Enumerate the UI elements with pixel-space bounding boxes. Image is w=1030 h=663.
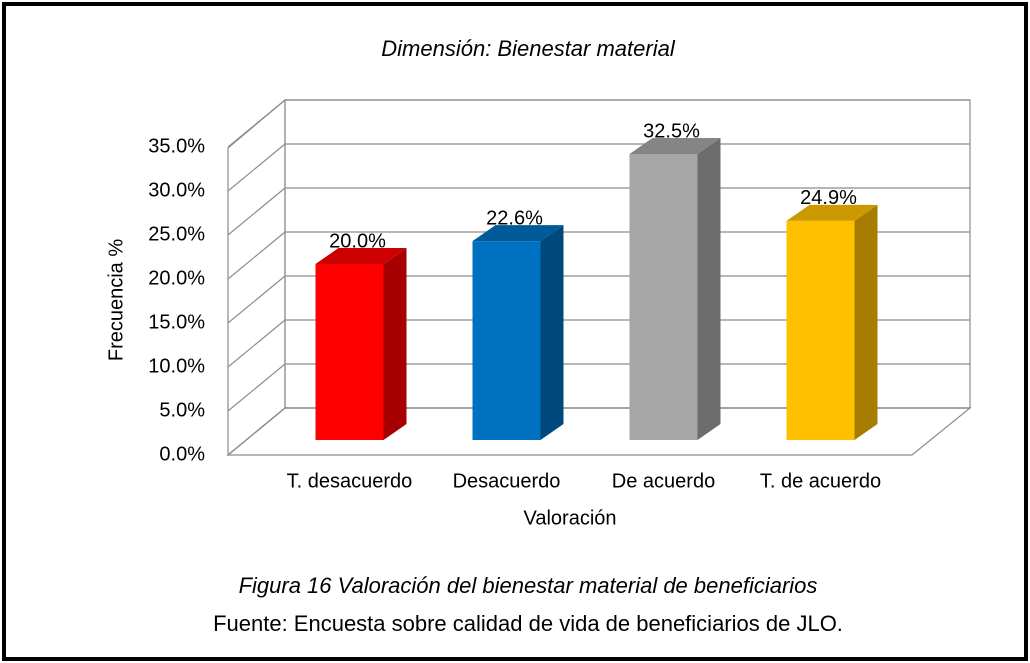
value-label: 22.6% — [486, 207, 543, 229]
source-note: Fuente: Encuesta sobre calidad de vida d… — [213, 611, 843, 636]
grid-line — [227, 99, 286, 148]
y-tick-label: 20.0% — [148, 267, 205, 289]
bar-top — [629, 138, 721, 154]
y-tick-label: 25.0% — [148, 223, 205, 245]
bar — [629, 154, 698, 440]
y-tick-label: 10.0% — [148, 355, 205, 377]
value-label: 24.9% — [800, 187, 857, 209]
bar-top — [472, 225, 564, 242]
x-tick-label: Desacuerdo — [453, 470, 561, 492]
y-tick-label: 5.0% — [159, 399, 205, 421]
bar — [472, 241, 541, 440]
y-tick-label: 0.0% — [159, 443, 205, 465]
y-tick-label: 35.0% — [148, 135, 205, 157]
grid-line — [227, 363, 286, 412]
value-label: 20.0% — [329, 230, 386, 252]
bar — [315, 264, 384, 440]
x-tick-label: De acuerdo — [612, 470, 715, 492]
grid-line — [227, 319, 286, 368]
figure-caption: Figura 16 Valoración del bienestar mater… — [239, 573, 818, 598]
x-tick-label: T. de acuerdo — [760, 470, 881, 492]
bar — [786, 220, 855, 440]
grid-line — [227, 187, 286, 236]
grid-line — [227, 275, 286, 324]
x-axis-title: Valoración — [523, 507, 616, 529]
y-axis-title: Frecuencia % — [105, 239, 127, 361]
bar-side — [697, 138, 721, 440]
grid-line — [227, 407, 286, 456]
x-tick-label: T. desacuerdo — [287, 470, 413, 492]
bar-top — [315, 248, 407, 264]
grid-line — [227, 143, 286, 192]
bar-top — [786, 204, 878, 221]
y-tick-label: 15.0% — [148, 311, 205, 333]
bar-side — [383, 248, 407, 440]
chart-title: Dimensión: Bienestar material — [381, 36, 676, 61]
value-label: 32.5% — [643, 120, 700, 142]
bar-side — [854, 204, 878, 440]
grid-line — [227, 231, 286, 280]
bar-side — [540, 225, 564, 440]
y-tick-label: 30.0% — [148, 179, 205, 201]
